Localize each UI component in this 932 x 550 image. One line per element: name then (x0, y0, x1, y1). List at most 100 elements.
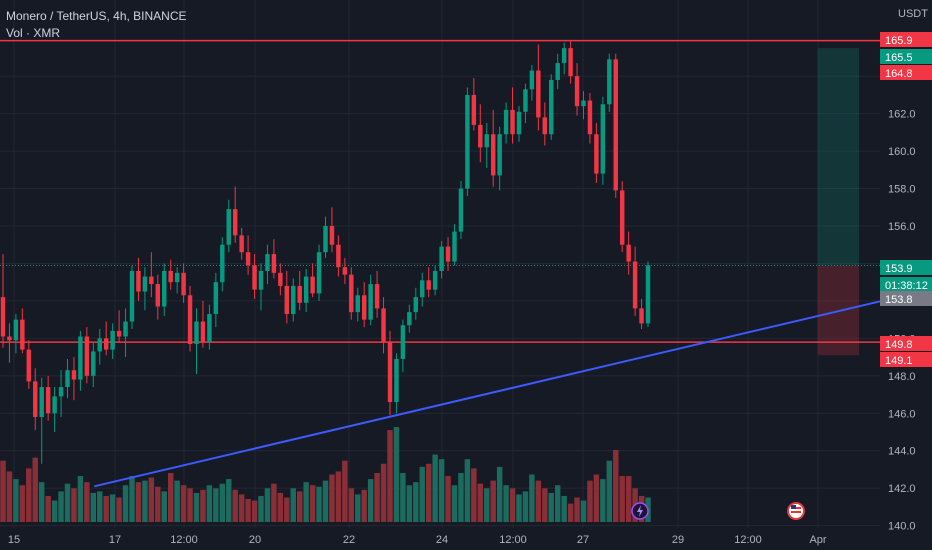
volume-bar (561, 495, 567, 522)
volume-bar (619, 476, 625, 522)
volume-bar (567, 503, 574, 522)
candle-body (220, 244, 225, 283)
volume-bar (400, 472, 406, 522)
candle-body (581, 100, 586, 107)
candle-body (458, 188, 464, 232)
price-label-background (880, 352, 932, 367)
time-tick-label: 12:00 (499, 534, 527, 546)
candle-body (187, 295, 193, 344)
candle-body (142, 276, 148, 292)
volume-bar (374, 472, 380, 522)
volume-bar (232, 489, 238, 522)
volume-bar (406, 485, 413, 522)
volume-bar (355, 494, 361, 522)
candle-body (516, 111, 522, 135)
candle-body (471, 94, 477, 125)
volume-bar (606, 460, 613, 522)
volume-bar (135, 482, 142, 522)
trendline-segment[interactable] (94, 294, 906, 488)
volume-bar (226, 479, 232, 522)
volume-bar (238, 494, 245, 522)
candle-body (194, 321, 199, 344)
candle-body (400, 325, 406, 359)
candle-body (497, 134, 502, 176)
volume-bar (367, 479, 374, 522)
price-label-background (880, 32, 932, 47)
volume-bar (97, 491, 103, 522)
candle-body (490, 134, 496, 176)
candle-body (258, 270, 264, 290)
candle-body (58, 387, 64, 397)
volume-bar (174, 480, 180, 522)
price-label-background (880, 291, 932, 306)
candle-body (91, 351, 96, 376)
volume-bar (6, 471, 13, 522)
candle-body (149, 276, 154, 285)
volume-bar (71, 488, 77, 522)
price-label-text: 164.8 (885, 68, 913, 80)
candle-body (13, 319, 19, 341)
candles (0, 40, 651, 464)
lightning-icon[interactable] (631, 502, 649, 520)
volume-bar (284, 497, 290, 522)
candle-body (84, 336, 90, 376)
candle-body (278, 272, 283, 286)
trendline[interactable] (94, 294, 906, 488)
candle-body (20, 319, 25, 350)
volume-bar (329, 474, 335, 522)
time-axis[interactable]: 15 17 12:00 20 22 24 12:00 27 29 12:00 Apr (8, 534, 827, 546)
volume-bar (535, 480, 542, 522)
volume-bar (380, 463, 387, 522)
candle-body (78, 336, 83, 380)
price-tick-label: 146.0 (888, 408, 916, 420)
candle-body (33, 381, 38, 418)
volume-bar (58, 491, 64, 522)
candle-body (181, 272, 186, 296)
volume-bar (471, 468, 477, 522)
volume-bar (625, 476, 632, 522)
price-label-background (880, 49, 932, 64)
volume-bar (219, 483, 226, 522)
candle-body (116, 330, 122, 337)
candle-body (394, 358, 399, 403)
horizontal-lines[interactable] (0, 39, 880, 343)
candle-body (626, 244, 631, 262)
candle-body (478, 124, 483, 148)
candle-body (374, 284, 380, 309)
candle-body (413, 297, 419, 313)
price-tick-label: 144.0 (888, 446, 916, 458)
candle-body (103, 338, 109, 350)
volume-bar (419, 466, 425, 522)
candle-body (213, 282, 219, 315)
chart-legend: Monero / TetherUS, 4h, BINANCE Vol · XMR (6, 8, 187, 42)
candle-body (291, 285, 296, 315)
take-profit-zone[interactable] (817, 48, 859, 266)
volume-bar (129, 476, 135, 522)
candle-body (284, 285, 290, 315)
candle-body (162, 270, 167, 307)
us-flag-icon[interactable] (787, 502, 805, 520)
candle-body (297, 285, 302, 303)
candle-body (523, 89, 528, 112)
candle-body (265, 254, 270, 271)
price-label-text: 149.8 (885, 339, 913, 351)
volume-bar (193, 492, 200, 522)
candle-body (155, 284, 161, 307)
volume-bar (496, 466, 503, 522)
candle-body (207, 314, 212, 343)
long-position-tool[interactable] (0, 48, 880, 356)
candle-body (310, 276, 315, 294)
candle-body (600, 104, 606, 174)
volume-indicator-label[interactable]: Vol · XMR (6, 26, 61, 40)
candle-body (342, 267, 348, 275)
volume-bar (490, 480, 496, 522)
candle-body (639, 308, 644, 324)
symbol-title[interactable]: Monero / TetherUS, 4h, BINANCE (6, 9, 187, 23)
candle-body (329, 226, 335, 245)
event-icons[interactable] (631, 502, 805, 520)
candle-body (200, 321, 206, 343)
candle-body (136, 270, 141, 292)
candle-body (129, 270, 135, 322)
